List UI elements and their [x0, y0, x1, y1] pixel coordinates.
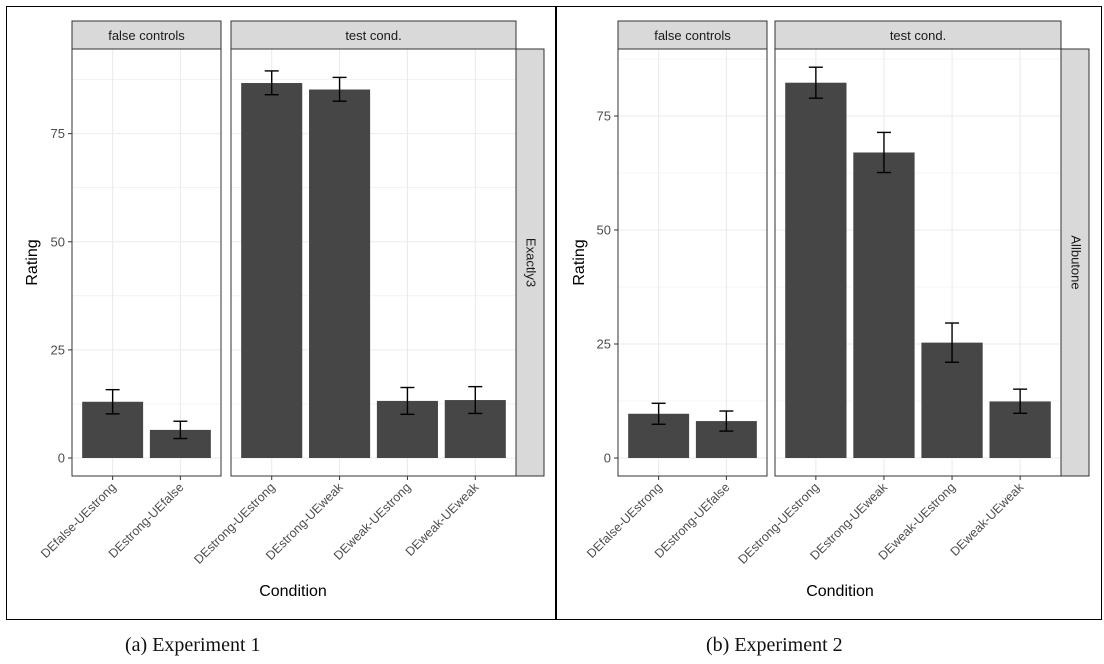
x-tick-label: DEstrong-UEfalse: [652, 480, 733, 561]
facet-strip: [774, 20, 1062, 50]
y-tick-label: 25: [597, 337, 611, 352]
x-tick-label: DEstrong-UEfalse: [106, 480, 187, 561]
y-tick-label: 75: [51, 126, 65, 141]
chart-experiment-1: 0255075RatingConditionDEfalse-UEstrongDE…: [24, 20, 545, 600]
caption-a: (a) Experiment 1: [125, 634, 261, 656]
y-tick-label: 75: [597, 109, 611, 124]
facet-strip-label: test cond.: [890, 28, 946, 43]
bar: [853, 152, 915, 459]
facet-row-strip: [515, 48, 545, 477]
bar: [241, 83, 303, 459]
x-tick-label: DEweak-UEweak: [948, 480, 1027, 559]
facet-strip: [230, 20, 517, 50]
x-tick-label: DEweak-UEweak: [403, 480, 482, 559]
panel-background: [618, 49, 767, 476]
bar: [785, 82, 847, 458]
caption-b: (b) Experiment 2: [706, 634, 843, 656]
figure-frame: [556, 6, 1102, 620]
facet-strip: [71, 20, 222, 50]
facet-row-strip-label: Allbutone: [1069, 235, 1084, 289]
figure-experiment-2: 0 25 50 75 Rating Condition DEfalse-UEstrong DE…: [553, 0, 1104, 620]
x-axis-title: Condition: [806, 583, 874, 600]
facet-strip-label: false controls: [654, 28, 731, 43]
y-tick-label: 0: [58, 451, 65, 466]
x-tick-label: DEweak-UEstrong: [331, 480, 414, 563]
x-tick-label: DEweak-UEstrong: [876, 480, 959, 563]
x-axis-title: Condition: [259, 583, 327, 600]
facet-strip-label: test cond.: [345, 28, 401, 43]
y-tick-label: 0: [604, 451, 611, 466]
y-tick-label: 25: [51, 342, 65, 357]
facet-strip-label: false controls: [108, 28, 185, 43]
figure-frame: [6, 6, 556, 620]
facet-row-strip-label: Exactly3: [524, 238, 539, 287]
facet-strip: [617, 20, 768, 50]
figure-experiment-1: 0 25 50 75 Rating Condition DEfalse-UEstrong DE…: [0, 0, 556, 620]
y-axis-title: Rating: [571, 239, 588, 285]
facet-row-strip: [1060, 48, 1090, 477]
y-tick-label: 50: [597, 223, 611, 238]
chart-experiment-2: 0255075RatingConditionDEfalse-UEstrongDE…: [571, 20, 1090, 600]
y-tick-label: 50: [51, 234, 65, 249]
bar: [309, 89, 371, 458]
y-axis-title: Rating: [24, 239, 41, 285]
